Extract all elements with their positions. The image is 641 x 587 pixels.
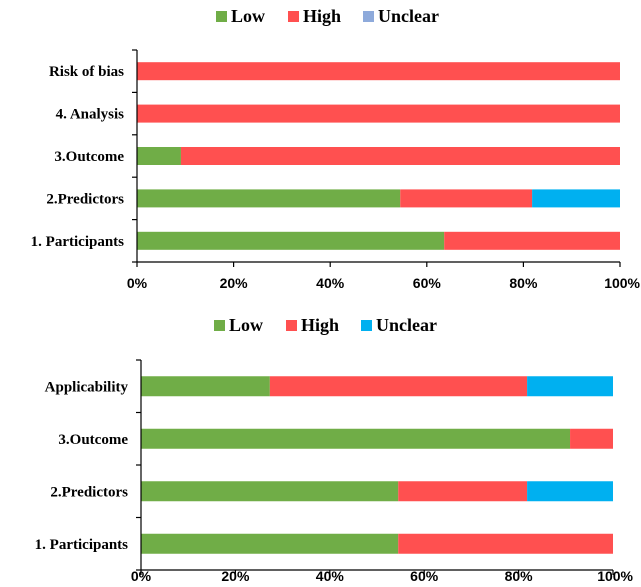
legend-swatch-high	[286, 320, 297, 331]
legend-swatch-unclear	[363, 11, 374, 22]
bar-low-4	[141, 533, 399, 554]
bar-high-4	[400, 189, 533, 208]
bar-low-5	[137, 231, 445, 250]
bar-high-5	[444, 231, 620, 250]
bar-low-3	[141, 481, 399, 502]
bar-high-2	[570, 428, 613, 449]
category-label: 3.Outcome	[54, 149, 124, 165]
bar-high-1	[269, 376, 528, 397]
bar-high-1	[137, 62, 620, 81]
category-label: 1. Participants	[35, 537, 128, 553]
x-tick-label: 100%	[604, 275, 640, 291]
bar-unclear-4	[532, 189, 620, 208]
category-label: Risk of bias	[49, 64, 124, 80]
category-label: 2.Predictors	[46, 191, 124, 207]
category-label: 1. Participants	[31, 234, 124, 250]
bar-low-2	[141, 428, 571, 449]
legend-label-low: Low	[229, 315, 263, 335]
bar-high-2	[137, 104, 620, 123]
x-tick-label: 0%	[131, 568, 152, 584]
category-label: Applicability	[45, 379, 129, 395]
legend-swatch-low	[216, 11, 227, 22]
legend-label-unclear: Unclear	[378, 6, 439, 26]
x-tick-label: 0%	[127, 275, 148, 291]
x-tick-label: 60%	[410, 568, 439, 584]
chart-1: Low High Unclear Risk of bias 4. Analysis 3.O…	[31, 6, 641, 291]
x-tick-label: 100%	[597, 568, 633, 584]
bar-low-3	[137, 147, 181, 165]
x-tick-label: 40%	[316, 275, 345, 291]
x-tick-label: 60%	[413, 275, 442, 291]
bar-unclear-1	[527, 376, 613, 397]
legend-label-low: Low	[231, 6, 265, 26]
category-label: 3.Outcome	[58, 432, 128, 448]
legend-label-high: High	[301, 315, 339, 335]
bar-high-4	[398, 533, 613, 554]
legend-swatch-low	[214, 320, 225, 331]
legend-swatch-unclear	[361, 320, 372, 331]
legend-swatch-high	[288, 11, 299, 22]
bar-high-3	[398, 481, 528, 502]
x-tick-label: 40%	[316, 568, 345, 584]
category-label: 2.Predictors	[50, 484, 128, 500]
bar-unclear-3	[527, 481, 613, 502]
x-tick-label: 20%	[220, 275, 249, 291]
legend-label-unclear: Unclear	[376, 315, 437, 335]
chart-2: Low High Unclear Applicability 3.Outcome 2.Pr…	[35, 315, 634, 584]
x-tick-label: 80%	[509, 275, 538, 291]
category-label: 4. Analysis	[56, 107, 125, 123]
legend-label-high: High	[303, 6, 341, 26]
x-tick-label: 20%	[221, 568, 250, 584]
x-tick-label: 80%	[505, 568, 534, 584]
bar-high-3	[180, 147, 620, 165]
bar-low-1	[141, 376, 270, 397]
bar-low-4	[137, 189, 401, 208]
